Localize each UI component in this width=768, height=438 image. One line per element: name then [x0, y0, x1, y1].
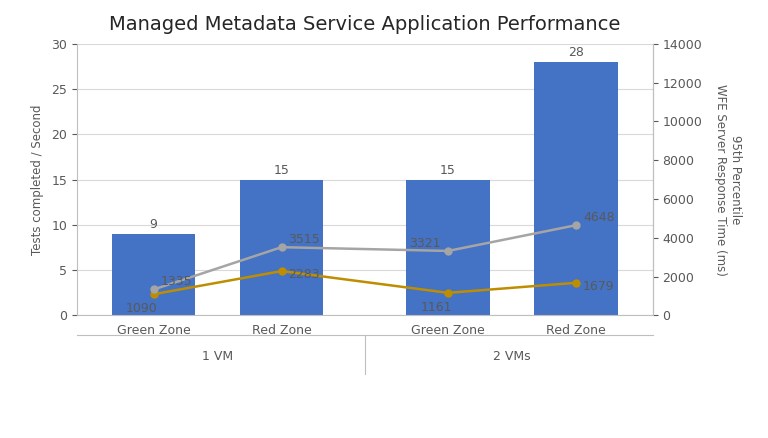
- Text: 1 VM: 1 VM: [202, 350, 233, 363]
- Text: 1679: 1679: [583, 280, 614, 293]
- Text: 1335: 1335: [161, 276, 192, 288]
- Bar: [535, 62, 617, 315]
- Text: 9: 9: [150, 218, 157, 231]
- Text: 3515: 3515: [289, 233, 320, 246]
- Y-axis label: 95th Percentile
WFE Server Response Time (ms): 95th Percentile WFE Server Response Time…: [713, 84, 742, 276]
- Text: 1161: 1161: [420, 301, 452, 314]
- Text: 1090: 1090: [126, 302, 157, 315]
- Text: 15: 15: [273, 164, 290, 177]
- Text: 2 VMs: 2 VMs: [493, 350, 531, 363]
- Text: 15: 15: [440, 164, 456, 177]
- Bar: [406, 180, 490, 315]
- Text: 4648: 4648: [583, 211, 614, 224]
- Bar: [240, 180, 323, 315]
- Text: 3321: 3321: [409, 237, 441, 250]
- Text: 2283: 2283: [289, 268, 320, 281]
- Title: Managed Metadata Service Application Performance: Managed Metadata Service Application Per…: [109, 15, 621, 34]
- Text: 28: 28: [568, 46, 584, 59]
- Bar: [112, 234, 195, 315]
- Y-axis label: Tests completed / Second: Tests completed / Second: [31, 104, 45, 255]
